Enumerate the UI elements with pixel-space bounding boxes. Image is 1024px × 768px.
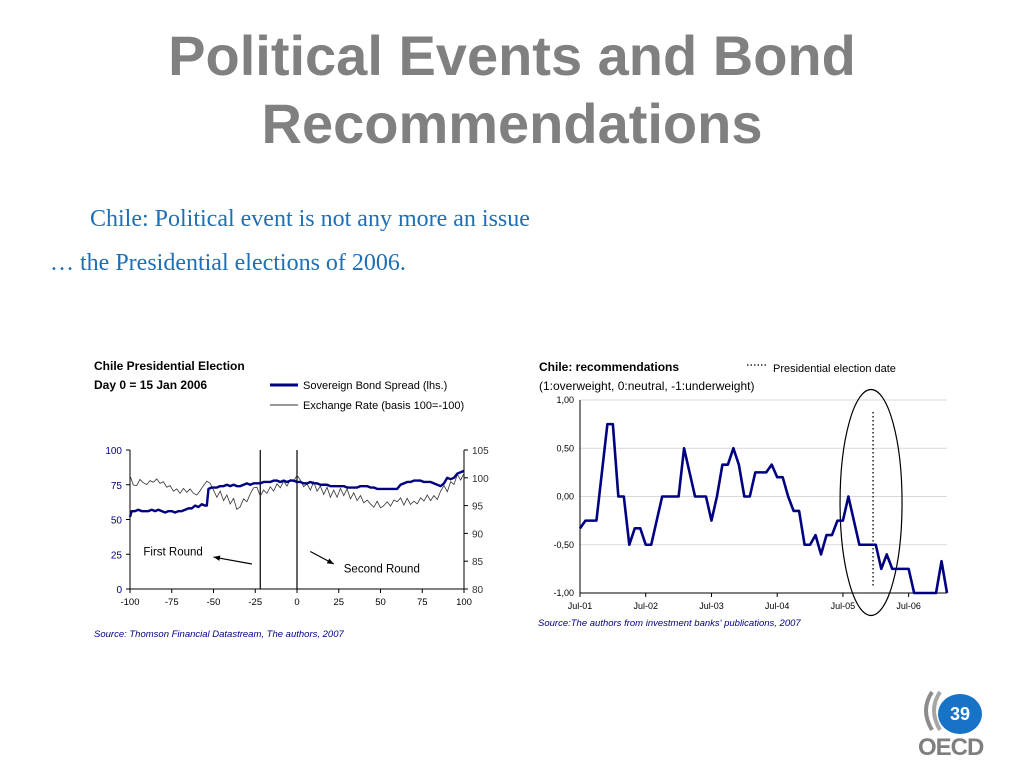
chart1-left-tick-label: 25 (111, 550, 123, 561)
chart1-title: Chile Presidential Election (94, 359, 245, 373)
election-highlight-ellipse (839, 388, 903, 617)
chart2-x-tick-label: Jul-04 (765, 601, 790, 611)
chart2-y-tick-label: -0,50 (553, 540, 574, 550)
page-number-badge: 39 (938, 694, 982, 734)
chart1-right-tick-label: 80 (472, 585, 484, 596)
chart1-right-tick-label: 100 (472, 474, 489, 485)
chart2-plot-area: 1,00 0,50 0,00 -0,50 -1,00 Jul-01 Jul-02 Jul-03… (553, 388, 949, 617)
bond-spread-line (128, 469, 465, 518)
chart2-y-tick-label: 1,00 (556, 395, 574, 405)
chart1-annotation-arrowhead (326, 558, 334, 564)
chart2-y-tick-label: -1,00 (553, 588, 574, 598)
slide-title: Political Events and Bond Recommendation… (0, 22, 1024, 158)
chart1-x-tick-label: -50 (207, 597, 221, 608)
chart1-annotation-label: First Round (143, 547, 202, 559)
election-spread-chart: Chile Presidential Election Day 0 = 15 J… (94, 359, 489, 608)
chart1-x-tick-label: 25 (333, 597, 344, 608)
chart1-annotation-arrow (213, 556, 253, 565)
subtitle-2: … the Presidential elections of 2006. (50, 250, 406, 276)
legend-exchange-label: Exchange Rate (basis 100=-100) (303, 400, 464, 412)
chart2-source: Source:The authors from investment banks… (538, 618, 801, 629)
chart2-x-tick-label: Jul-02 (633, 601, 658, 611)
recommendation-line (578, 422, 949, 595)
chart1-right-tick-label: 95 (472, 502, 484, 513)
chart2-x-tick-label: Jul-06 (896, 601, 921, 611)
chart1-x-tick-label: 75 (417, 597, 428, 608)
chart1-annotation-arrowhead (213, 555, 221, 561)
chart1-source: Source: Thomson Financial Datastream, Th… (94, 629, 344, 640)
chart2-x-tick-label: Jul-03 (699, 601, 724, 611)
chart2-y-tick-label: 0,00 (556, 492, 574, 502)
chart1-x-tick-label: 0 (294, 597, 299, 608)
chart1-subtitle: Day 0 = 15 Jan 2006 (94, 378, 207, 392)
legend-spread-label: Sovereign Bond Spread (lhs.) (303, 380, 447, 392)
chart2-title: Chile: recommendations (539, 360, 679, 374)
exchange-rate-line (129, 473, 465, 511)
chart2-x-tick-label: Jul-05 (831, 601, 856, 611)
chart1-x-tick-label: -75 (165, 597, 179, 608)
chart1-left-tick-label: 50 (111, 516, 123, 527)
oecd-logo (912, 688, 992, 760)
chart2-subtitle: (1:overweight, 0:neutral, -1:underweight… (539, 379, 754, 393)
oecd-logo-text: OECD (918, 734, 984, 761)
subtitle-1: Chile: Political event is not any more a… (90, 206, 530, 232)
legend-election-label: Presidential election date (773, 363, 896, 375)
oecd-chevrons-icon (924, 690, 942, 732)
chart1-right-tick-label: 105 (472, 446, 489, 457)
chart1-annotation-label: Second Round (344, 563, 420, 575)
chart1-left-tick-label: 100 (105, 446, 122, 457)
recommendations-chart: Chile: recommendations (1:overweight, 0:… (539, 360, 949, 617)
chart2-x-tick-label: Jul-01 (568, 601, 593, 611)
chart1-left-tick-label: 0 (116, 585, 122, 596)
chart1-right-tick-label: 85 (472, 557, 484, 568)
chart1-x-tick-label: 50 (375, 597, 386, 608)
slide-title-line-1: Political Events and Bond (168, 24, 856, 87)
chart1-left-tick-label: 75 (111, 481, 123, 492)
slide-title-line-2: Recommendations (261, 92, 763, 155)
chart1-x-tick-label: 100 (456, 597, 472, 608)
chart1-x-tick-label: -100 (120, 597, 139, 608)
chart2-y-tick-label: 0,50 (556, 443, 574, 453)
chart1-right-tick-label: 90 (472, 529, 484, 540)
chart1-x-tick-label: -25 (248, 597, 262, 608)
